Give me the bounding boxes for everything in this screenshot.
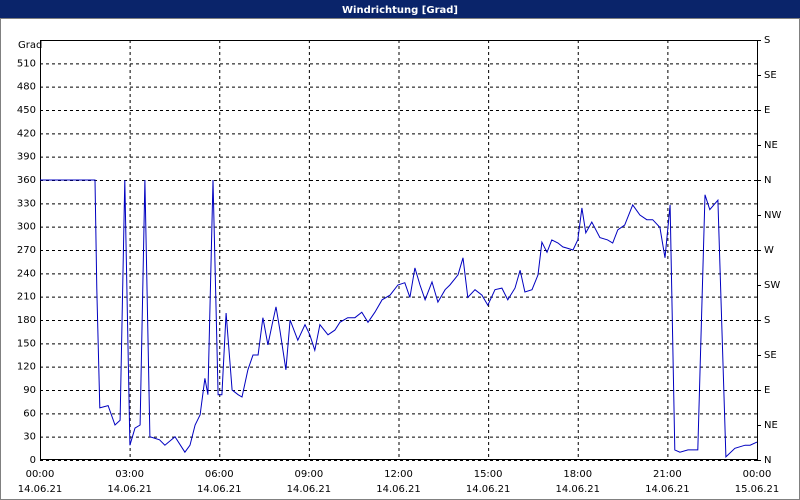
x-tick-date: 14.06.21 [18, 484, 63, 495]
y-axis-label: Grad [18, 40, 42, 51]
y-tick-label: 30 [23, 432, 36, 443]
y-tick-label: 60 [23, 408, 36, 419]
frame [0, 18, 800, 500]
x-tick-date: 14.06.21 [287, 484, 332, 495]
y-tick-label: 360 [17, 175, 36, 186]
x-tick-label: 18:00 [563, 469, 592, 480]
y-tick-label: 180 [17, 315, 36, 326]
y2-tick-label: SW [764, 280, 780, 291]
y2-tick-label: NE [764, 420, 778, 431]
y2-tick-label: SE [764, 350, 777, 361]
x-tick-date: 14.06.21 [197, 484, 242, 495]
x-tick-label: 06:00 [205, 469, 234, 480]
y-tick-label: 120 [17, 362, 36, 373]
title-bar [0, 0, 800, 18]
y-tick-label: 150 [17, 338, 36, 349]
y-tick-label: 0 [30, 455, 36, 466]
y2-tick-label: NW [764, 210, 781, 221]
y-tick-label: 480 [17, 82, 36, 93]
y-tick-label: 450 [17, 105, 36, 116]
y2-tick-label: S [764, 315, 770, 326]
x-tick-date: 14.06.21 [376, 484, 421, 495]
y2-tick-label: E [764, 385, 770, 396]
chart-title: Windrichtung [Grad] [342, 5, 458, 16]
y2-tick-label: NE [764, 140, 778, 151]
x-tick-label: 12:00 [384, 469, 413, 480]
y-tick-label: 510 [17, 58, 36, 69]
y-tick-label: 210 [17, 292, 36, 303]
y2-tick-label: S [764, 35, 770, 46]
y-tick-label: 240 [17, 268, 36, 279]
y2-tick-label: SE [764, 70, 777, 81]
x-tick-date: 15.06.21 [735, 484, 780, 495]
x-tick-label: 21:00 [653, 469, 682, 480]
y2-tick-label: E [764, 105, 770, 116]
x-tick-label: 03:00 [115, 469, 144, 480]
x-tick-label: 00:00 [26, 469, 55, 480]
y-tick-label: 300 [17, 222, 36, 233]
y-tick-label: 420 [17, 128, 36, 139]
data-line [40, 179, 758, 459]
x-tick-label: 15:00 [474, 469, 503, 480]
y-tick-label: 330 [17, 198, 36, 209]
x-tick-label: 09:00 [294, 469, 323, 480]
x-tick-date: 14.06.21 [555, 484, 600, 495]
y2-tick-label: N [764, 175, 771, 186]
x-tick-date: 14.06.21 [107, 484, 152, 495]
x-tick-date: 14.06.21 [466, 484, 511, 495]
y-tick-label: 90 [23, 385, 36, 396]
y-tick-label: 390 [17, 152, 36, 163]
x-tick-label: 00:00 [743, 469, 772, 480]
x-tick-date: 14.06.21 [645, 484, 690, 495]
y2-tick-label: W [764, 245, 774, 256]
y-tick-label: 270 [17, 245, 36, 256]
y2-tick-label: N [764, 455, 771, 466]
